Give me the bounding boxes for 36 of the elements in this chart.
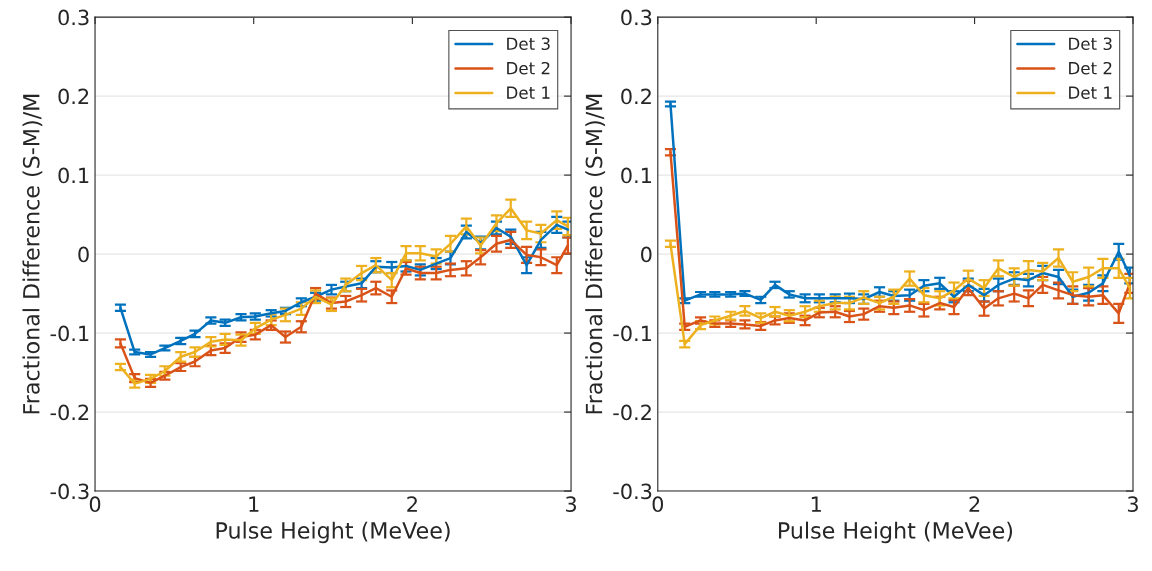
y-tick-label: 0.3 [621, 9, 652, 26]
legend-label: Det 2 [1069, 61, 1112, 75]
x-tick-label: 3 [566, 496, 576, 513]
legend-label: Det 1 [1069, 86, 1112, 99]
legend-label: Det 3 [507, 37, 550, 51]
y-tick-label: -0.1 [50, 325, 89, 342]
y-tick-label: -0.2 [50, 404, 89, 421]
y-tick-label: 0.3 [58, 9, 89, 26]
y-tick-label: -0.2 [613, 404, 651, 421]
line-series [119, 223, 570, 356]
x-tick-label: 0 [89, 496, 101, 513]
x-tick-label: 2 [407, 496, 417, 512]
legend-label: Det 1 [507, 86, 550, 99]
legend-label: Det 2 [507, 61, 550, 75]
y-tick-label: 0.2 [621, 88, 651, 105]
line-series [669, 242, 1132, 346]
y-axis-title: Fractional Difference (S-M)/M [22, 94, 43, 414]
y-tick-label: -0.1 [613, 325, 652, 342]
x-tick-label: 3 [1127, 496, 1138, 513]
x-axis-title: Pulse Height (MeVee) [216, 521, 450, 544]
line-series [669, 102, 1132, 302]
legend-label: Det 3 [1069, 37, 1112, 51]
y-tick-label: 0.1 [621, 167, 652, 184]
x-tick-label: 1 [811, 496, 821, 512]
y-axis-title: Fractional Difference (S-M)/M [585, 94, 606, 414]
y-tick-label: 0.2 [58, 88, 89, 105]
x-tick-label: 2 [969, 496, 980, 512]
line-series [669, 150, 1132, 329]
x-tick-label: 0 [652, 496, 664, 513]
x-axis-title: Pulse Height (MeVee) [779, 521, 1013, 544]
y-tick-label: 0 [641, 246, 652, 263]
y-tick-label: 0 [78, 246, 89, 263]
y-tick-label: 0.1 [58, 167, 89, 184]
x-tick-label: 1 [249, 496, 259, 512]
y-tick-label: -0.3 [50, 483, 89, 500]
y-tick-label: -0.3 [613, 483, 652, 500]
